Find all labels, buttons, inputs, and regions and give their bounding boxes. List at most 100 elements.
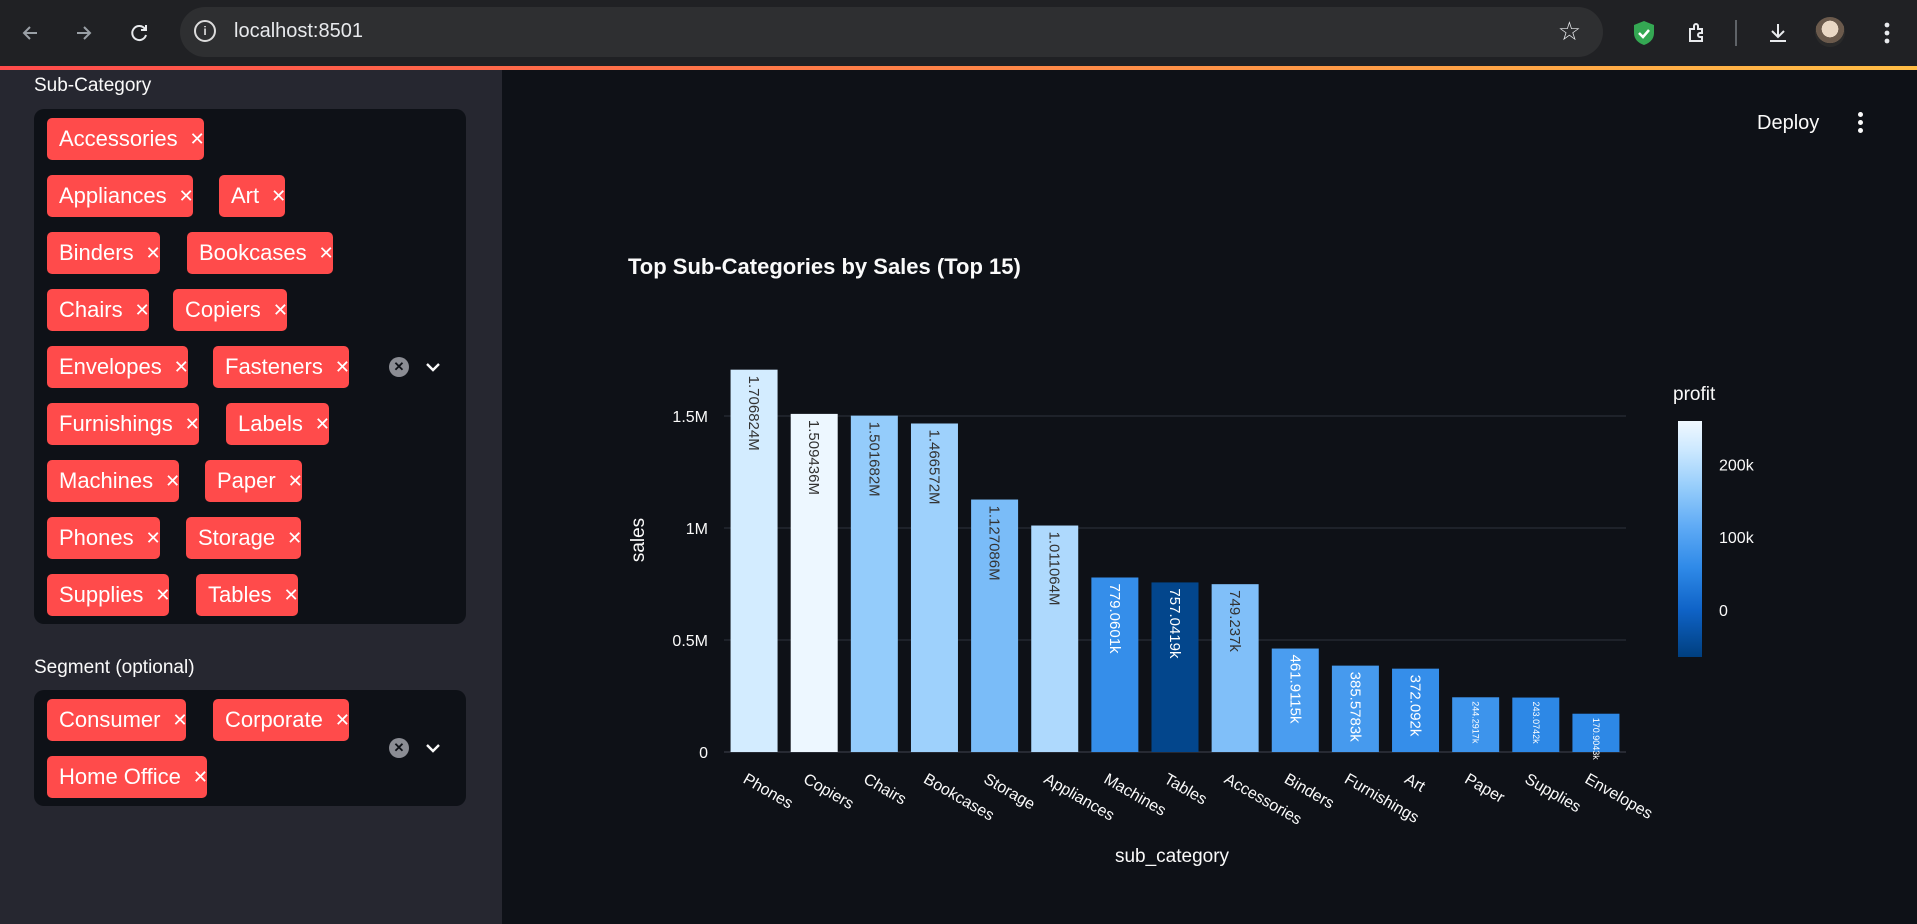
chip-chairs[interactable]: Chairs ✕ [47,289,150,331]
bar-value-label: 170.9043k [1591,718,1601,761]
remove-chip-icon[interactable]: ✕ [283,584,299,605]
remove-chip-icon[interactable]: ✕ [287,470,303,491]
puzzle-icon[interactable] [1681,16,1715,50]
x-tick-label: Copiers [800,771,856,813]
subcategory-multiselect[interactable]: Accessories ✕ Appliances ✕ Art ✕ Binders ✕ B… [34,109,466,624]
deploy-button[interactable]: Deploy [1757,112,1820,134]
shield-extension-icon[interactable] [1627,16,1661,50]
clear-all-icon[interactable]: ✕ [389,357,409,377]
remove-chip-icon[interactable]: ✕ [334,356,350,377]
chip-appliances[interactable]: Appliances ✕ [47,175,194,217]
remove-chip-icon[interactable]: ✕ [271,185,287,206]
chevron-down-icon[interactable] [423,738,443,758]
chip-paper[interactable]: Paper ✕ [205,460,303,502]
chip-label: Phones [59,525,134,550]
chip-label: Machines [59,468,154,493]
chip-label: Chairs [59,297,123,322]
chip-home-office[interactable]: Home Office ✕ [47,756,208,798]
remove-chip-icon[interactable]: ✕ [314,413,330,434]
bar[interactable] [1331,665,1379,752]
bar[interactable] [790,413,838,752]
colorbar-tick-label: 0 [1719,603,1728,620]
chip-accessories[interactable]: Accessories ✕ [47,118,205,160]
bar[interactable] [971,499,1019,752]
chip-label: Storage [198,525,276,550]
bar[interactable] [850,415,898,752]
remove-chip-icon[interactable]: ✕ [184,413,200,434]
bar[interactable] [1392,668,1440,752]
remove-chip-icon[interactable]: ✕ [318,242,334,263]
bar[interactable] [730,369,778,752]
bar[interactable] [1091,577,1139,752]
colorbar-tick-label: 100k [1719,530,1755,547]
remove-chip-icon[interactable]: ✕ [189,128,205,149]
x-tick-label: Tables [1161,771,1210,809]
bar-value-label: 1.501682M [865,422,882,497]
chip-copiers[interactable]: Copiers ✕ [173,289,288,331]
bar[interactable] [1452,697,1500,752]
chip-labels[interactable]: Labels ✕ [226,403,330,445]
bar[interactable] [1031,525,1079,752]
chip-storage[interactable]: Storage ✕ [186,517,303,559]
chip-fasteners[interactable]: Fasteners ✕ [213,346,350,388]
clear-all-icon[interactable]: ✕ [389,738,409,758]
chip-label: Paper [217,468,276,493]
chart-title: Top Sub-Categories by Sales (Top 15) [628,254,1021,279]
profile-avatar[interactable] [1815,17,1845,47]
star-icon[interactable]: ☆ [1557,16,1581,46]
chevron-down-icon[interactable] [423,357,443,377]
chip-consumer[interactable]: Consumer ✕ [47,699,188,741]
bar[interactable] [1572,713,1620,752]
remove-chip-icon[interactable]: ✕ [178,185,194,206]
remove-chip-icon[interactable]: ✕ [287,527,303,548]
chip-label: Binders [59,240,134,265]
chip-envelopes[interactable]: Envelopes ✕ [47,346,189,388]
download-icon[interactable] [1761,16,1795,50]
x-tick-label: Paper [1462,771,1508,807]
remove-chip-icon[interactable]: ✕ [272,299,288,320]
chip-binders[interactable]: Binders ✕ [47,232,161,274]
reload-icon[interactable] [122,16,156,50]
chip-supplies[interactable]: Supplies ✕ [47,574,171,616]
bar-value-label: 243.0742k [1531,702,1541,745]
chip-art[interactable]: Art ✕ [219,175,287,217]
address-bar[interactable]: i localhost:8501 ☆ [180,7,1603,57]
x-tick-label: Supplies [1522,771,1584,816]
chip-bookcases[interactable]: Bookcases ✕ [187,232,334,274]
x-tick-label: Phones [740,771,795,813]
info-icon[interactable]: i [194,20,216,42]
segment-multiselect[interactable]: Consumer ✕ Corporate ✕ Home Office ✕ ✕ [34,690,466,806]
remove-chip-icon[interactable]: ✕ [145,242,161,263]
chip-corporate[interactable]: Corporate ✕ [213,699,350,741]
remove-chip-icon[interactable]: ✕ [165,470,181,491]
bar-value-label: 1.466572M [925,429,942,504]
forward-icon[interactable] [66,16,100,50]
segment-label: Segment (optional) [34,657,195,678]
chip-label: Consumer [59,707,161,732]
bar[interactable] [1271,648,1319,752]
remove-chip-icon[interactable]: ✕ [192,766,208,787]
chip-label: Bookcases [199,240,307,265]
y-tick-label: 0.5M [672,633,708,650]
bar-value-label: 779.0601k [1106,583,1123,654]
remove-chip-icon[interactable]: ✕ [145,527,161,548]
chip-label: Copiers [185,297,261,322]
bar-value-label: 385.5783k [1346,672,1363,743]
more-icon[interactable] [1870,16,1904,50]
main-menu-icon[interactable] [1855,112,1865,136]
bar[interactable] [1211,584,1259,752]
colorbar-title: profit [1673,384,1716,405]
bar[interactable] [910,423,958,752]
bar[interactable] [1151,582,1199,752]
remove-chip-icon[interactable]: ✕ [334,709,350,730]
remove-chip-icon[interactable]: ✕ [134,299,150,320]
chip-phones[interactable]: Phones ✕ [47,517,161,559]
remove-chip-icon[interactable]: ✕ [172,709,188,730]
chip-machines[interactable]: Machines ✕ [47,460,181,502]
bar[interactable] [1512,697,1560,752]
remove-chip-icon[interactable]: ✕ [155,584,171,605]
chip-furnishings[interactable]: Furnishings ✕ [47,403,200,445]
back-icon[interactable] [14,16,48,50]
chip-tables[interactable]: Tables ✕ [196,574,299,616]
remove-chip-icon[interactable]: ✕ [173,356,189,377]
